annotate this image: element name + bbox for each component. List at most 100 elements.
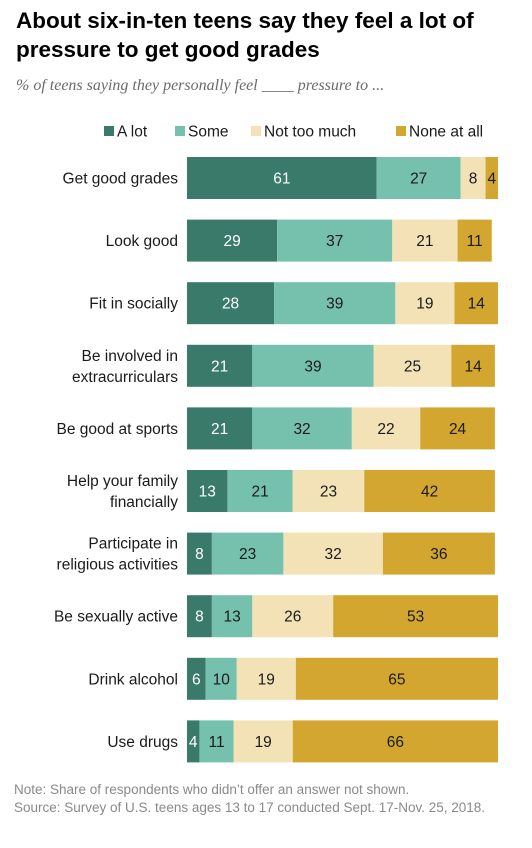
value-label-1-0: 29 xyxy=(223,233,240,250)
bar-segment-9-0 xyxy=(187,720,200,763)
value-label-4-1: 32 xyxy=(293,421,310,438)
bar-segment-9-2 xyxy=(233,720,293,763)
bar-segment-8-0 xyxy=(187,657,206,700)
category-label-3: Be involved in extracurriculars xyxy=(72,348,178,386)
value-label-8-2: 19 xyxy=(258,671,275,688)
note-text: Note: Share of respondents who didn’t of… xyxy=(14,782,410,797)
bar-segment-4-1 xyxy=(252,407,352,450)
value-label-0-1: 27 xyxy=(410,171,427,188)
value-label-9-0: 4 xyxy=(189,734,198,751)
bar-segment-5-3 xyxy=(364,470,495,512)
value-label-3-2: 25 xyxy=(404,358,421,375)
bar-segment-3-0 xyxy=(187,344,253,387)
legend-label-2: Not too much xyxy=(264,124,356,141)
bar-segment-8-3 xyxy=(295,657,498,700)
value-label-7-1: 13 xyxy=(223,609,240,626)
value-label-2-2: 19 xyxy=(416,296,433,313)
bar-segment-0-0 xyxy=(187,157,377,199)
value-label-4-0: 21 xyxy=(211,421,228,438)
bar-segment-5-1 xyxy=(227,470,293,512)
bar-segment-6-2 xyxy=(283,532,383,575)
bar-segment-5-0 xyxy=(187,470,228,512)
bar-segment-1-1 xyxy=(277,219,393,262)
bar-segment-2-0 xyxy=(187,282,275,325)
chart-subtitle: % of teens saying they personally feel _… xyxy=(16,77,385,94)
bar-segment-7-1 xyxy=(211,595,253,638)
value-label-7-0: 8 xyxy=(195,609,204,626)
bar-segment-6-0 xyxy=(187,532,212,575)
value-label-8-1: 10 xyxy=(213,671,231,688)
bar-segment-0-2 xyxy=(460,157,486,199)
category-label-4: Be good at sports xyxy=(57,421,179,438)
bar-segment-0-1 xyxy=(376,157,461,199)
value-label-1-2: 21 xyxy=(416,233,433,250)
bar-segment-3-3 xyxy=(451,344,495,387)
bar-segment-7-2 xyxy=(252,595,334,638)
category-label-5: Help your family financially xyxy=(67,473,178,511)
bar-segment-8-2 xyxy=(236,657,296,700)
bar-segment-0-3 xyxy=(485,157,498,199)
bar-segment-7-3 xyxy=(333,595,498,638)
value-label-9-1: 11 xyxy=(208,734,224,751)
value-label-9-2: 19 xyxy=(255,734,272,751)
bar-segment-9-3 xyxy=(292,720,498,763)
bar-segment-4-0 xyxy=(187,407,253,450)
bar-segment-3-2 xyxy=(373,344,452,387)
value-label-4-2: 22 xyxy=(377,421,394,438)
value-label-3-3: 14 xyxy=(464,358,482,375)
bar-segment-6-1 xyxy=(211,532,284,575)
legend-swatch-3 xyxy=(396,126,406,136)
legend-label-3: None at all xyxy=(409,124,483,141)
value-label-7-3: 53 xyxy=(407,609,424,626)
bar-segment-6-3 xyxy=(382,532,495,575)
value-label-6-0: 8 xyxy=(195,546,204,563)
value-label-7-2: 26 xyxy=(284,609,301,626)
value-label-1-1: 37 xyxy=(326,233,343,250)
value-label-0-2: 8 xyxy=(469,171,478,188)
value-label-2-1: 39 xyxy=(326,296,343,313)
category-label-0: Get good grades xyxy=(63,171,179,188)
bar-segment-5-2 xyxy=(292,470,365,512)
value-label-6-2: 32 xyxy=(325,546,342,563)
legend-swatch-0 xyxy=(104,126,114,136)
value-label-1-3: 11 xyxy=(467,233,483,250)
category-label-9: Use drugs xyxy=(107,734,178,751)
bar-segment-2-3 xyxy=(454,282,498,325)
bar-segment-3-1 xyxy=(252,344,374,387)
value-label-5-3: 42 xyxy=(421,484,438,501)
bar-segment-1-3 xyxy=(457,219,492,262)
value-label-9-3: 66 xyxy=(387,734,404,751)
legend-label-1: Some xyxy=(188,124,229,141)
bar-segment-4-2 xyxy=(351,407,421,450)
value-label-4-3: 24 xyxy=(449,421,467,438)
value-label-3-1: 39 xyxy=(304,358,321,375)
legend-label-0: A lot xyxy=(117,124,148,141)
value-label-0-0: 61 xyxy=(273,171,290,188)
value-label-2-3: 14 xyxy=(468,296,486,313)
value-label-3-0: 21 xyxy=(211,358,228,375)
stacked-bar-chart: A lot Some Not too much None at all Get good… xyxy=(54,124,498,763)
value-label-6-1: 23 xyxy=(239,546,256,563)
bar-segment-1-2 xyxy=(392,219,458,262)
value-label-0-3: 4 xyxy=(487,171,496,188)
value-label-2-0: 28 xyxy=(222,296,239,313)
bar-segment-1-0 xyxy=(187,219,278,262)
value-label-5-2: 23 xyxy=(320,484,337,501)
bar-segment-4-3 xyxy=(420,407,495,450)
category-label-6: Participate in religious activities xyxy=(57,536,179,574)
value-label-8-0: 6 xyxy=(192,671,201,688)
value-label-5-0: 13 xyxy=(199,484,216,501)
legend-swatch-1 xyxy=(175,126,185,136)
value-label-5-1: 21 xyxy=(251,484,268,501)
category-label-1: Look good xyxy=(106,233,178,250)
source-text: Source: Survey of U.S. teens ages 13 to … xyxy=(14,799,486,815)
bar-segment-2-1 xyxy=(274,282,396,325)
category-label-7: Be sexually active xyxy=(54,609,178,626)
bar-segment-9-1 xyxy=(199,720,234,763)
category-label-8: Drink alcohol xyxy=(88,671,178,688)
bar-segment-8-1 xyxy=(205,657,237,700)
legend-swatch-2 xyxy=(251,126,261,136)
bar-segment-7-0 xyxy=(187,595,212,638)
bar-segment-2-2 xyxy=(395,282,455,325)
value-label-8-3: 65 xyxy=(388,671,405,688)
